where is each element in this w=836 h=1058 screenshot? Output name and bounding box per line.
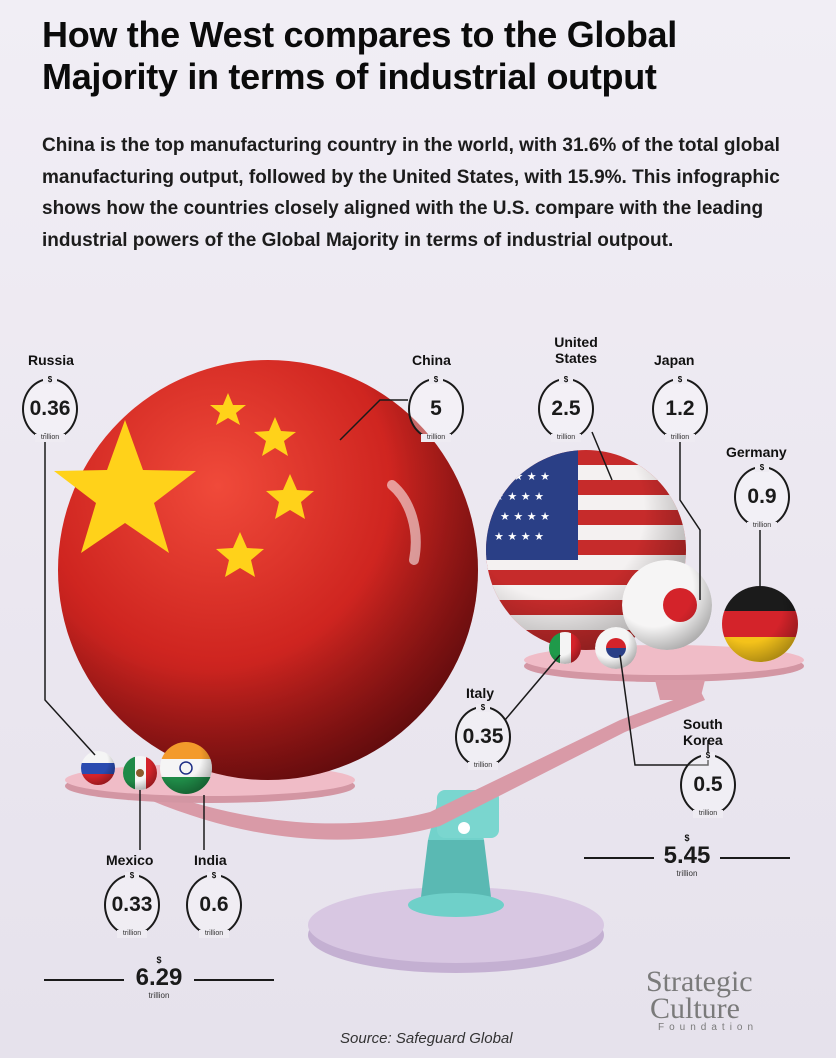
scale-stand-foot xyxy=(408,893,504,917)
label-india: India xyxy=(194,852,227,868)
label-italy: Italy xyxy=(466,685,495,701)
source-note: Source: Safeguard Global xyxy=(340,1030,513,1047)
west-plate-arm xyxy=(655,680,705,700)
label-south-korea: South Korea xyxy=(683,716,723,748)
value-china: $ 5 trillion xyxy=(408,376,464,442)
value-mexico: $ 0.33 trillion xyxy=(104,872,160,938)
china-star-icon xyxy=(216,532,264,577)
scale-base xyxy=(308,887,604,963)
china-star-icon xyxy=(210,393,246,425)
label-russia: Russia xyxy=(28,352,74,368)
value-japan: $ 1.2 trillion xyxy=(652,376,708,442)
label-united-states: United States xyxy=(554,334,598,366)
scale-pivot-bolt xyxy=(458,822,470,834)
west-total-value: 5.45 xyxy=(663,842,711,869)
value-germany: $ 0.9 trillion xyxy=(734,464,790,530)
italy-ball xyxy=(549,632,581,664)
china-star-icon xyxy=(266,474,314,519)
china-big-star-icon xyxy=(54,420,196,553)
value-united-states: $ 2.5 trillion xyxy=(538,376,594,442)
south-korea-ball xyxy=(595,627,637,669)
china-ball xyxy=(54,360,478,780)
leader-lines xyxy=(44,399,761,850)
majority-total: $ 6.29 trillion xyxy=(124,955,194,1001)
value-italy: $ 0.35 trillion xyxy=(455,704,511,770)
majority-total-value: 6.29 xyxy=(135,964,183,991)
value-south-korea: $ 0.5 trillion xyxy=(680,752,736,818)
label-germany: Germany xyxy=(726,444,787,460)
value-india: $ 0.6 trillion xyxy=(186,872,242,938)
page-title: How the West compares to the Global Majo… xyxy=(42,14,677,97)
china-star-icon xyxy=(254,417,296,456)
scale-stand-lower xyxy=(420,840,492,905)
japan-ball xyxy=(622,560,712,650)
label-china: China xyxy=(412,352,451,368)
label-mexico: Mexico xyxy=(106,852,154,868)
mexico-ball xyxy=(123,756,157,790)
india-ball xyxy=(160,742,212,794)
west-plate xyxy=(524,645,804,675)
russia-ball xyxy=(81,751,115,785)
west-total: $ 5.45 trillion xyxy=(652,833,722,879)
label-japan: Japan xyxy=(654,352,695,368)
strategic-culture-logo: Strategic Culture Foundation xyxy=(646,965,759,1034)
value-russia: $ 0.36 trillion xyxy=(22,376,78,442)
page-subtitle: China is the top manufacturing country i… xyxy=(42,135,780,251)
